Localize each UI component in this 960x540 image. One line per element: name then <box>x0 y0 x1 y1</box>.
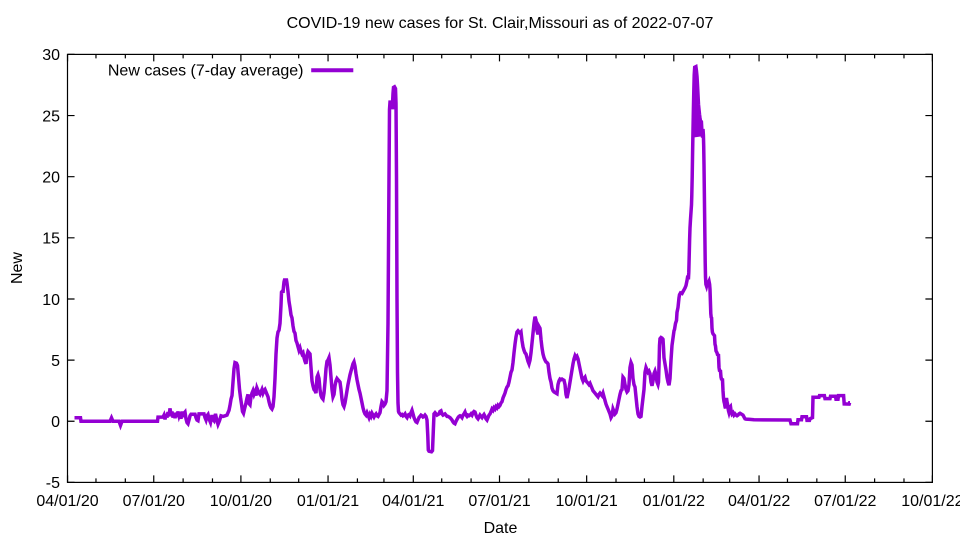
svg-text:20: 20 <box>42 170 60 187</box>
svg-text:01/01/22: 01/01/22 <box>643 493 705 510</box>
svg-text:10/01/20: 10/01/20 <box>210 493 272 510</box>
svg-text:10/01/21: 10/01/21 <box>555 493 617 510</box>
svg-text:07/01/20: 07/01/20 <box>123 493 185 510</box>
svg-text:07/01/21: 07/01/21 <box>468 493 530 510</box>
svg-text:COVID-19 new cases for St. Cla: COVID-19 new cases for St. Clair,Missour… <box>287 15 714 32</box>
svg-text:07/01/22: 07/01/22 <box>814 493 876 510</box>
svg-text:25: 25 <box>42 108 60 125</box>
svg-text:01/01/21: 01/01/21 <box>297 493 359 510</box>
svg-text:-5: -5 <box>46 475 60 492</box>
svg-text:04/01/20: 04/01/20 <box>36 493 98 510</box>
svg-text:04/01/21: 04/01/21 <box>382 493 444 510</box>
svg-text:15: 15 <box>42 231 60 248</box>
svg-text:30: 30 <box>42 47 60 64</box>
svg-text:10/01/22: 10/01/22 <box>901 493 960 510</box>
svg-text:New: New <box>9 252 26 284</box>
svg-text:New cases (7-day average): New cases (7-day average) <box>108 63 304 80</box>
svg-text:Date: Date <box>484 520 518 537</box>
svg-text:04/01/22: 04/01/22 <box>728 493 790 510</box>
svg-text:0: 0 <box>51 414 60 431</box>
svg-text:10: 10 <box>42 292 60 309</box>
svg-text:5: 5 <box>51 353 60 370</box>
